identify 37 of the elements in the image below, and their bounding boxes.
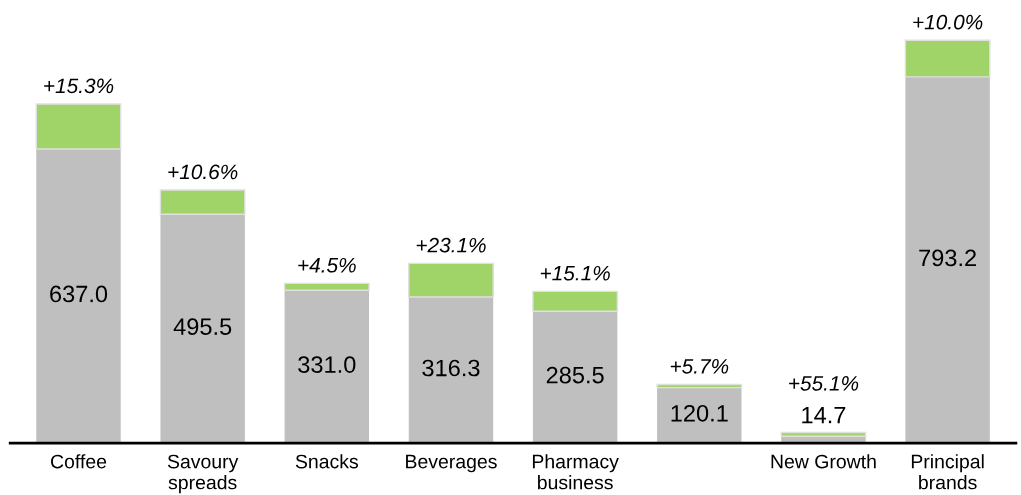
annotation: +4.5%: [298, 257, 356, 273]
annotation: +55.1%: [789, 376, 859, 391]
x-tick-label: Beverages: [406, 454, 497, 473]
bar: [532, 290, 619, 312]
bar: [283, 282, 370, 291]
bar: [905, 76, 990, 444]
bar: [408, 262, 494, 298]
annotation: +15.3%: [44, 78, 114, 94]
text: +10.0%: [913, 14, 983, 30]
bar: [36, 148, 121, 444]
x-tick-label: Principal brands: [911, 454, 984, 490]
bar: [35, 103, 122, 150]
bar: [904, 39, 991, 78]
data-label: 495.5: [173, 318, 232, 335]
x-tick-label: Coffee: [51, 454, 107, 469]
bar: [532, 311, 618, 444]
data-label: 14.7: [802, 406, 846, 424]
x-tick-label: Pharmacy business: [532, 454, 619, 490]
annotation: +15.1%: [540, 265, 610, 281]
data-label: 316.3: [422, 359, 480, 377]
data-label: 637.0: [50, 285, 108, 303]
data-label: 793.2: [919, 249, 976, 267]
bar: [780, 431, 867, 437]
bar: [408, 297, 494, 444]
bar: [284, 290, 370, 444]
annotation: +5.7%: [670, 359, 729, 374]
bar: [159, 189, 246, 215]
bar: [160, 214, 245, 444]
annotation: +23.1%: [416, 237, 486, 253]
data-label: 285.5: [546, 366, 604, 384]
data-label: 120.1: [671, 404, 728, 422]
x-tick-label: Savoury spreads: [167, 454, 239, 494]
x-tick-label: Snacks: [295, 454, 358, 469]
data-label: 331.0: [298, 356, 356, 373]
x-tick-label: New Growth: [771, 454, 876, 469]
bar: [657, 387, 742, 444]
annotation: +10.6%: [168, 164, 238, 180]
